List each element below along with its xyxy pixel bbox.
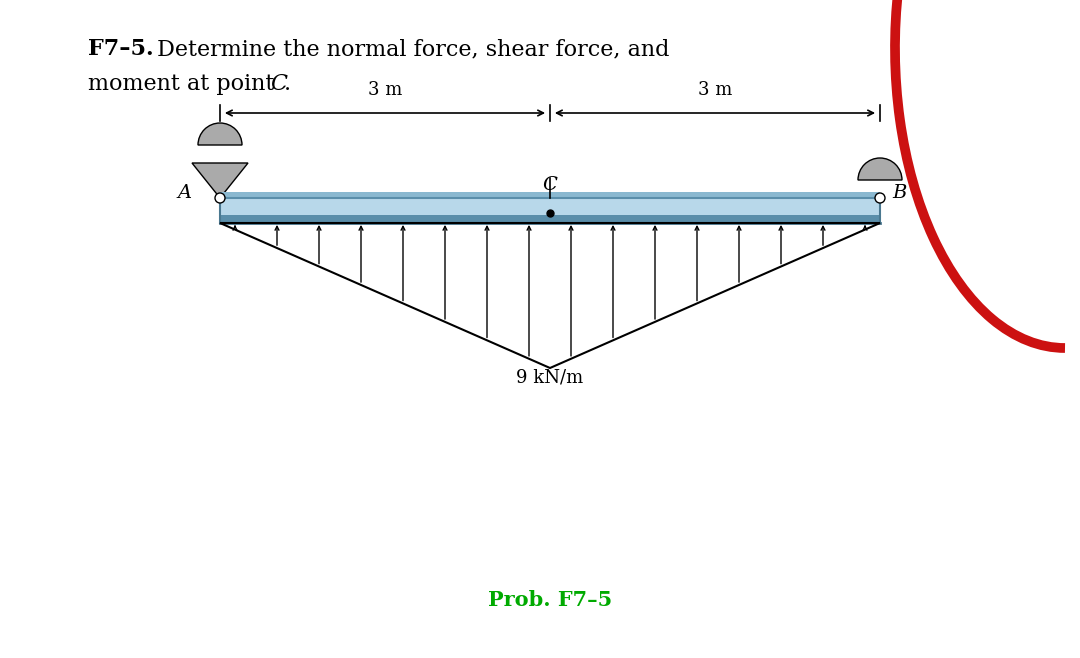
Text: .: . xyxy=(284,73,292,95)
Text: Prob. F7–5: Prob. F7–5 xyxy=(488,590,612,610)
Text: B: B xyxy=(892,184,906,202)
Wedge shape xyxy=(858,158,902,180)
Text: C: C xyxy=(270,73,287,95)
Polygon shape xyxy=(192,163,248,198)
Circle shape xyxy=(875,193,885,203)
Wedge shape xyxy=(198,123,242,145)
Polygon shape xyxy=(220,192,880,198)
Text: 9 kN/m: 9 kN/m xyxy=(516,368,583,386)
Circle shape xyxy=(215,193,225,203)
Polygon shape xyxy=(220,215,880,223)
Polygon shape xyxy=(220,198,880,215)
Text: 3 m: 3 m xyxy=(368,81,402,99)
Text: moment at point: moment at point xyxy=(87,73,282,95)
Text: 3 m: 3 m xyxy=(698,81,732,99)
Text: C: C xyxy=(542,176,557,194)
Text: A: A xyxy=(178,184,192,202)
Text: Determine the normal force, shear force, and: Determine the normal force, shear force,… xyxy=(150,38,670,60)
Text: F7–5.: F7–5. xyxy=(87,38,153,60)
